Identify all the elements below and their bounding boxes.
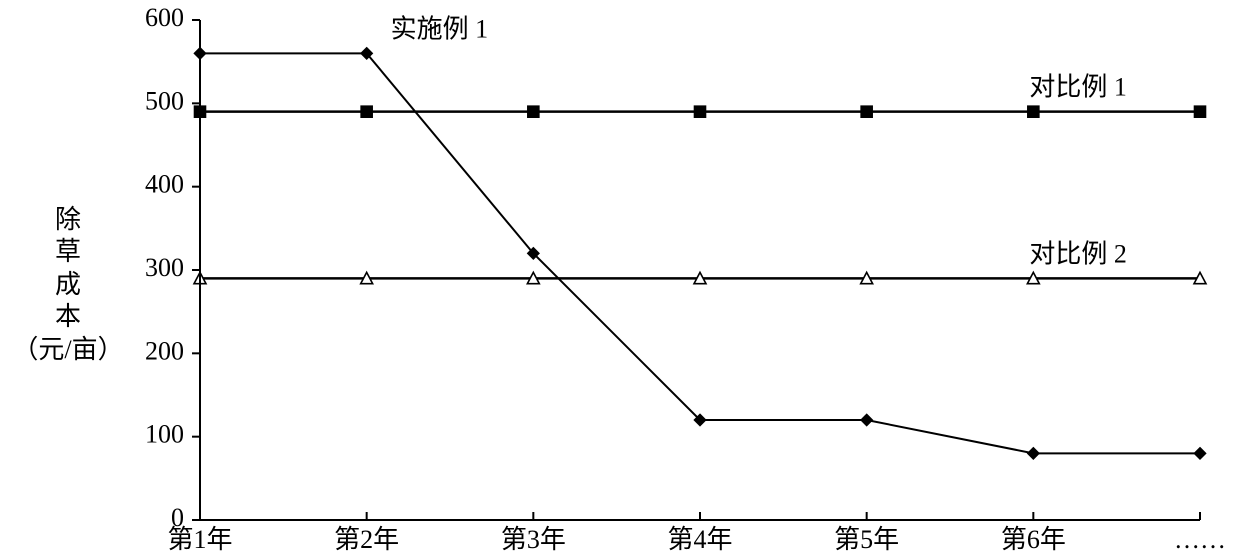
series-label-compare2: 对比例 2 bbox=[1029, 239, 1127, 268]
x-tick-label: 第3年 bbox=[501, 525, 566, 554]
y-tick-label: 200 bbox=[145, 336, 184, 365]
series-marker-compare1 bbox=[861, 106, 872, 117]
x-tick-label: 第5年 bbox=[834, 525, 899, 554]
series-marker-compare1 bbox=[695, 106, 706, 117]
series-marker-compare1 bbox=[1028, 106, 1039, 117]
x-tick-label: 第2年 bbox=[334, 525, 399, 554]
y-tick-label: 400 bbox=[145, 170, 184, 199]
y-axis-unit: （元/亩） bbox=[8, 334, 128, 367]
y-axis-title: 除草成本（元/亩） bbox=[8, 204, 128, 367]
chart-container: 除草成本（元/亩） 实施例 1对比例 1对比例 2010020030040050… bbox=[0, 0, 1240, 559]
y-tick-label: 500 bbox=[145, 86, 184, 115]
y-tick-label: 100 bbox=[145, 420, 184, 449]
series-label-compare1: 对比例 1 bbox=[1029, 73, 1127, 102]
series-marker-compare1 bbox=[528, 106, 539, 117]
x-tick-label: 第6年 bbox=[1001, 525, 1066, 554]
x-tick-label: …… bbox=[1174, 525, 1226, 554]
x-tick-label: 第1年 bbox=[167, 525, 232, 554]
x-tick-label: 第4年 bbox=[667, 525, 732, 554]
y-tick-label: 300 bbox=[145, 253, 184, 282]
series-label-example1: 实施例 1 bbox=[391, 14, 489, 43]
line-chart: 实施例 1对比例 1对比例 20100200300400500600第1年第2年… bbox=[0, 0, 1240, 559]
series-marker-compare1 bbox=[1195, 106, 1206, 117]
series-marker-compare1 bbox=[361, 106, 372, 117]
y-tick-label: 600 bbox=[145, 3, 184, 32]
